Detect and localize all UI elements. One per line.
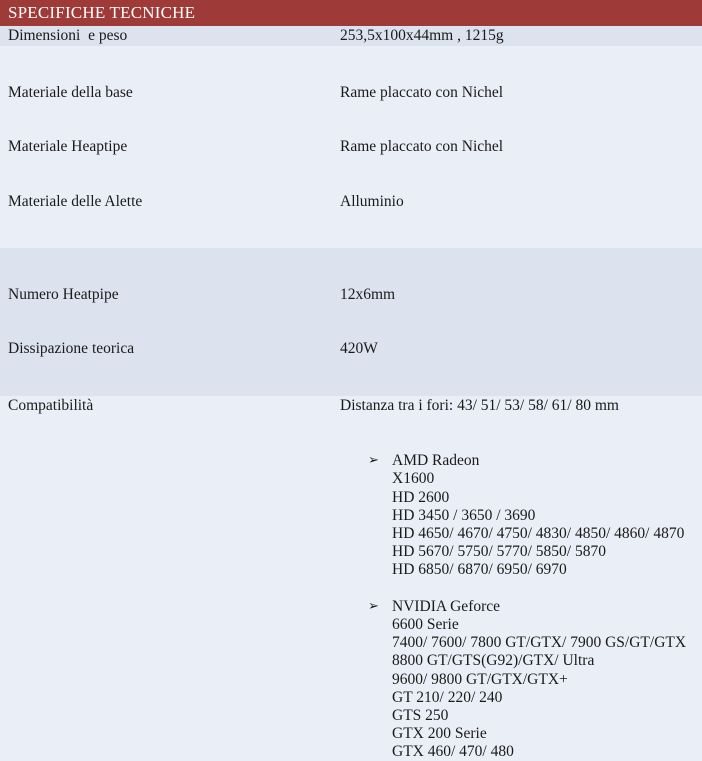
specifications-table: Dimensioni e peso 253,5x100x44mm , 1215g… bbox=[0, 26, 702, 761]
row-label-cell: Numero Heatpipe Dissipazione teorica bbox=[0, 248, 335, 396]
arrow-bullet-icon: ➢ bbox=[368, 453, 379, 469]
spec-label-group: Numero Heatpipe Dissipazione teorica bbox=[0, 248, 335, 396]
spec-label-line: Numero Heatpipe bbox=[8, 285, 119, 303]
specifications-table-body: Dimensioni e peso 253,5x100x44mm , 1215g… bbox=[0, 26, 702, 761]
spec-value-line: Rame placcato con Nichel bbox=[340, 83, 504, 101]
gpu-model-item: HD 6850/ 6870/ 6950/ 6970 bbox=[392, 561, 567, 579]
socket-distance-value: Distanza tra i fori: 43/ 51/ 53/ 58/ 61/… bbox=[340, 397, 619, 415]
row-value-cell: Distanza tra i fori: 43/ 51/ 53/ 58/ 61/… bbox=[335, 396, 702, 761]
gpu-model-item: HD 3450 / 3650 / 3690 bbox=[392, 506, 536, 524]
gpu-compatibility-block: ➢ AMD Radeon X1600 HD 2600 HD 3450 / 365… bbox=[335, 416, 702, 761]
row-label-cell: Compatibilità bbox=[0, 396, 335, 761]
table-row: Dimensioni e peso 253,5x100x44mm , 1215g bbox=[0, 26, 702, 47]
gpu-model-item: 6600 Serie bbox=[392, 615, 459, 633]
spec-value-group: 12x6mm 420W bbox=[335, 248, 702, 396]
gpu-model-item: GTS 250 bbox=[392, 706, 449, 724]
gpu-group-heading: ➢ AMD Radeon bbox=[340, 452, 696, 470]
gpu-group-heading-label: NVIDIA Geforce bbox=[392, 597, 501, 615]
spec-value-line: 420W bbox=[340, 340, 378, 358]
spec-label: Compatibilità bbox=[8, 397, 94, 415]
gpu-model-item: HD 2600 bbox=[392, 488, 450, 506]
gpu-model-item: HD 5670/ 5750/ 5770/ 5850/ 5870 bbox=[392, 543, 606, 561]
spacer bbox=[340, 416, 696, 434]
row-value-cell: 253,5x100x44mm , 1215g bbox=[335, 26, 702, 46]
gpu-model-item: GT 210/ 220/ 240 bbox=[392, 688, 503, 706]
gpu-model-item: X1600 bbox=[392, 470, 435, 488]
row-value-cell: Rame placcato con Nichel Rame placcato c… bbox=[335, 46, 702, 248]
spec-label-line: Materiale delle Alette bbox=[8, 192, 143, 210]
table-row: Numero Heatpipe Dissipazione teorica 12x… bbox=[0, 248, 702, 397]
spec-label: Dimensioni e peso bbox=[8, 27, 128, 44]
gpu-group-amd: ➢ AMD Radeon X1600 HD 2600 HD 3450 / 365… bbox=[340, 452, 696, 579]
spec-label-line: Dissipazione teorica bbox=[8, 340, 135, 358]
row-value-cell: 12x6mm 420W bbox=[335, 248, 702, 396]
gpu-model-item: GTX 200 Serie bbox=[392, 725, 487, 743]
spacer bbox=[340, 580, 696, 598]
spacer bbox=[340, 434, 696, 452]
gpu-group-nvidia: ➢ NVIDIA Geforce 6600 Serie 7400/ 7600/ … bbox=[340, 598, 696, 761]
table-row: Materiale della base Materiale Heaptipe … bbox=[0, 46, 702, 249]
arrow-bullet-icon: ➢ bbox=[368, 598, 379, 614]
spec-value-line: 12x6mm bbox=[340, 285, 396, 303]
gpu-group-heading: ➢ NVIDIA Geforce bbox=[340, 598, 696, 616]
spec-label-line: Materiale Heaptipe bbox=[8, 138, 128, 156]
gpu-group-heading-label: AMD Radeon bbox=[392, 452, 480, 470]
gpu-model-item: HD 4650/ 4670/ 4750/ 4830/ 4850/ 4860/ 4… bbox=[392, 525, 685, 543]
spec-value: 253,5x100x44mm , 1215g bbox=[340, 27, 504, 44]
spec-label-group: Materiale della base Materiale Heaptipe … bbox=[0, 46, 335, 248]
table-row-compatibility: Compatibilità Distanza tra i fori: 43/ 5… bbox=[0, 396, 702, 761]
gpu-model-item: 7400/ 7600/ 7800 GT/GTX/ 7900 GS/GT/GTX bbox=[392, 634, 687, 652]
gpu-model-item: GTX 460/ 470/ 480 bbox=[392, 743, 514, 761]
page-title: SPECIFICHE TECNICHE bbox=[0, 0, 702, 26]
row-label-cell: Dimensioni e peso bbox=[0, 26, 335, 46]
gpu-model-item: 8800 GT/GTS(G92)/GTX/ Ultra bbox=[392, 652, 595, 670]
spec-label-line: Materiale della base bbox=[8, 83, 133, 101]
spec-value-line: Rame placcato con Nichel bbox=[340, 138, 504, 156]
gpu-model-item: 9600/ 9800 GT/GTX/GTX+ bbox=[392, 670, 568, 688]
spec-value-group: Rame placcato con Nichel Rame placcato c… bbox=[335, 46, 702, 248]
spec-value-line: Alluminio bbox=[340, 192, 404, 210]
row-label-cell: Materiale della base Materiale Heaptipe … bbox=[0, 46, 335, 248]
